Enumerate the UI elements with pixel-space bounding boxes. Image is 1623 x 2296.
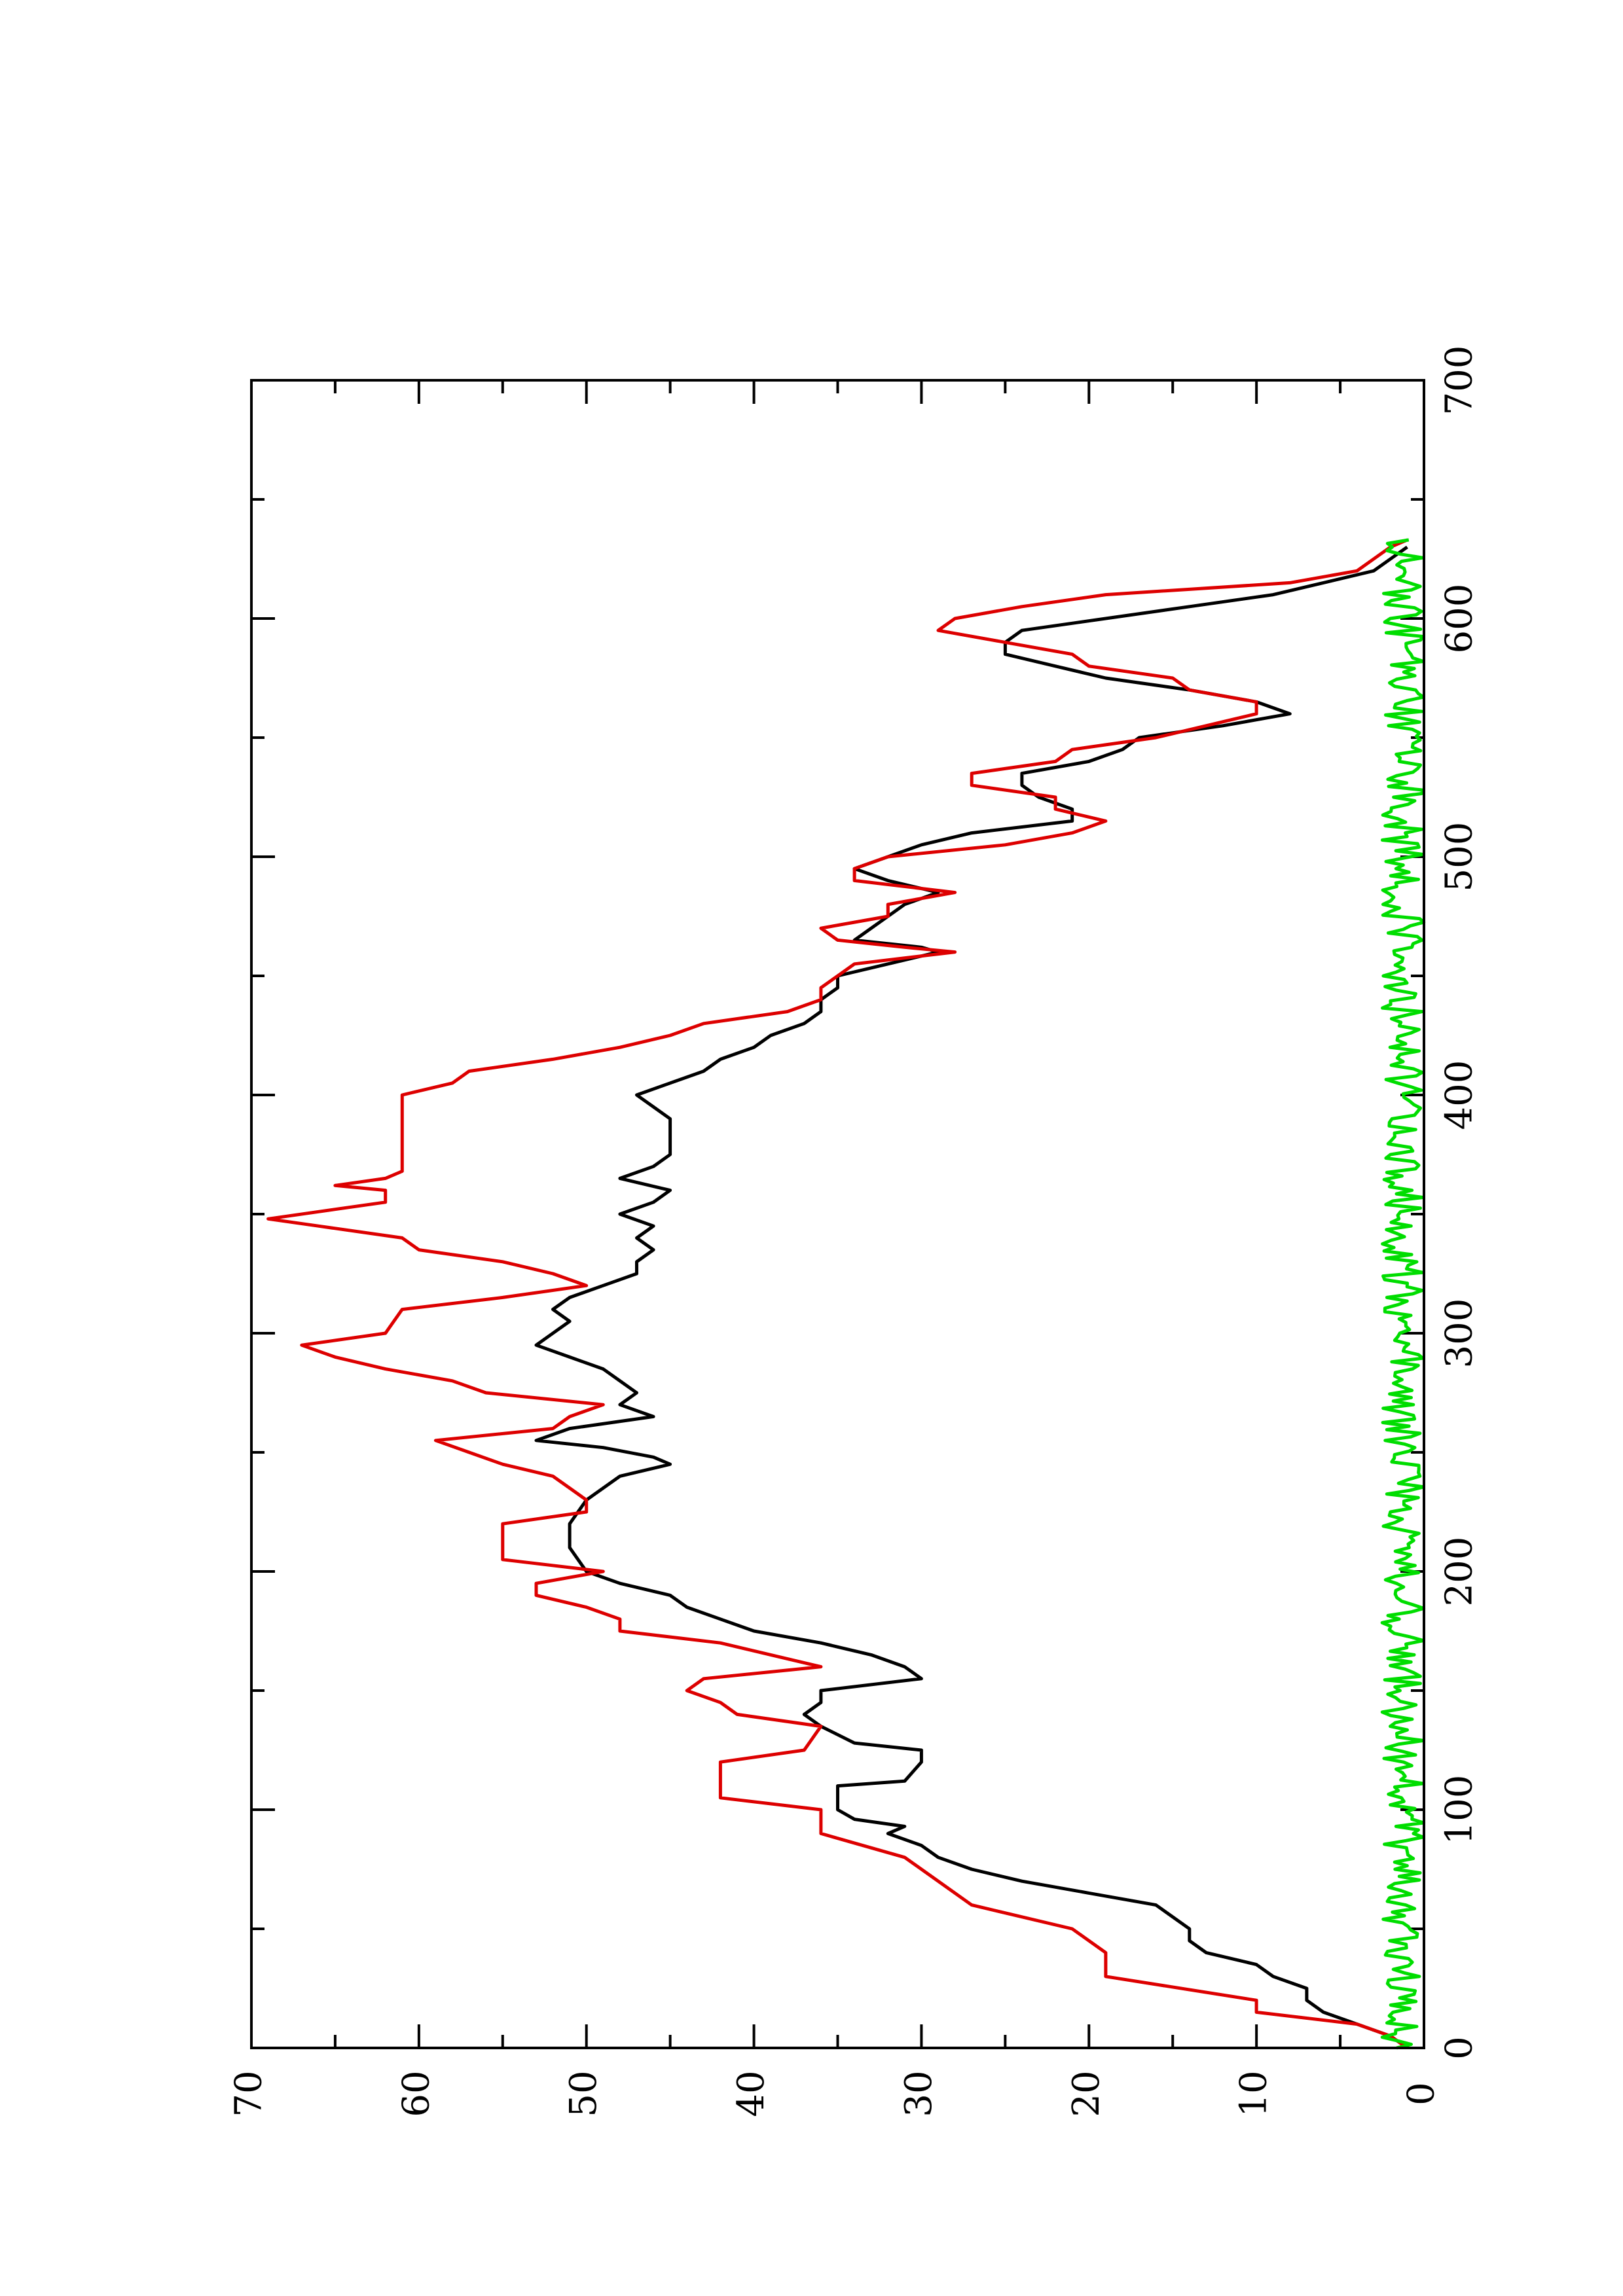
series-line-2 — [1380, 538, 1426, 2050]
y-tick-labels: 0 10 20 30 40 50 60 70 — [228, 2070, 1443, 2117]
y-tick-label: 60 — [395, 2070, 437, 2117]
series-layer — [266, 538, 1426, 2050]
y-tick-label: 50 — [562, 2070, 605, 2117]
x-tick-label: 300 — [1438, 1299, 1481, 1369]
x-tick-label: 100 — [1438, 1775, 1481, 1845]
y-tick-label: 20 — [1065, 2070, 1108, 2117]
y-tick-label: 70 — [228, 2070, 270, 2117]
series-line-0 — [534, 545, 1408, 2050]
plot-frame — [250, 379, 1425, 2049]
y-tick-label: 40 — [730, 2070, 773, 2117]
y-tick-label: 0 — [1400, 2082, 1443, 2106]
x-tick-label: 400 — [1438, 1060, 1481, 1130]
x-tick-label: 700 — [1438, 346, 1481, 416]
x-tick-label: 600 — [1438, 584, 1481, 654]
x-tick-label: 200 — [1438, 1537, 1481, 1607]
y-tick-label: 30 — [898, 2070, 940, 2117]
tick-marks — [250, 379, 1425, 2049]
y-tick-label: 10 — [1233, 2070, 1275, 2117]
x-tick-labels: 0 100 200 300 400 500 600 700 — [1438, 346, 1481, 2060]
series-line-1 — [266, 538, 1408, 2050]
x-tick-label: 0 — [1438, 2036, 1481, 2060]
x-tick-label: 500 — [1438, 822, 1481, 892]
